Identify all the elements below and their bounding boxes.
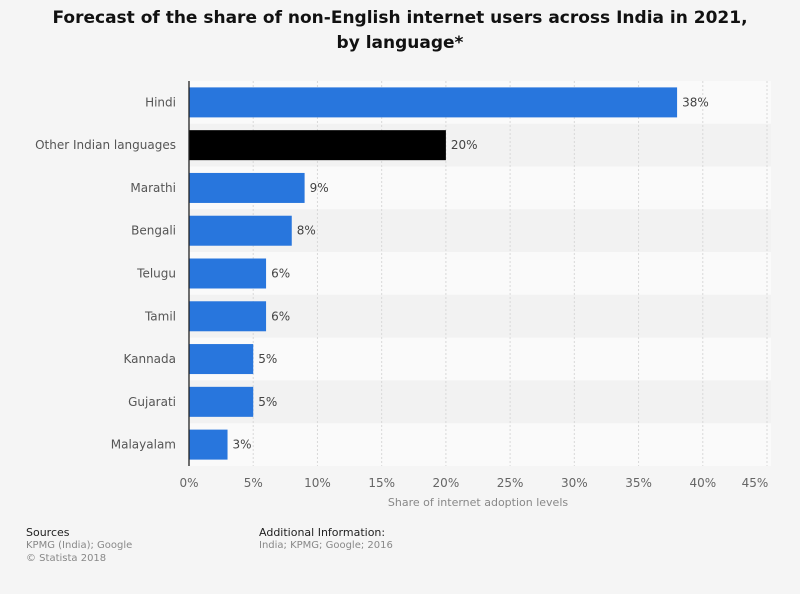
bar bbox=[189, 344, 254, 375]
value-label: 3% bbox=[233, 438, 252, 452]
value-label: 6% bbox=[271, 267, 290, 281]
bar bbox=[189, 87, 678, 118]
value-label: 5% bbox=[258, 352, 277, 366]
x-tick-label: 20% bbox=[433, 476, 460, 490]
row-band bbox=[189, 337, 771, 381]
additional-info-block: Additional Information: India; KPMG; Goo… bbox=[259, 526, 393, 552]
x-tick-label: 15% bbox=[368, 476, 395, 490]
row-band bbox=[189, 294, 771, 338]
bar bbox=[189, 386, 254, 417]
category-label: Telugu bbox=[136, 267, 176, 281]
value-label: 6% bbox=[271, 309, 290, 323]
x-tick-label: 30% bbox=[561, 476, 588, 490]
x-tick-label: 0% bbox=[179, 476, 198, 490]
category-label: Malayalam bbox=[111, 438, 176, 452]
bar bbox=[189, 258, 267, 289]
x-tick-label: 45% bbox=[742, 476, 769, 490]
sources-text[interactable]: KPMG (India); Google bbox=[26, 540, 133, 551]
x-tick-label: 5% bbox=[244, 476, 263, 490]
row-band bbox=[189, 380, 771, 424]
value-label: 20% bbox=[451, 138, 478, 152]
category-label: Kannada bbox=[123, 352, 176, 366]
category-label: Gujarati bbox=[128, 395, 176, 409]
bar bbox=[189, 172, 305, 203]
sources-heading: Sources bbox=[26, 526, 70, 539]
sources-block: Sources KPMG (India); Google © Statista … bbox=[26, 526, 132, 565]
x-tick-label: 25% bbox=[497, 476, 524, 490]
copyright: © Statista 2018 bbox=[26, 553, 107, 564]
bar bbox=[189, 215, 292, 246]
category-label: Bengali bbox=[131, 224, 176, 238]
chart-title: Forecast of the share of non-English int… bbox=[52, 8, 748, 53]
value-label: 8% bbox=[297, 224, 316, 238]
row-band bbox=[189, 252, 771, 295]
value-label: 5% bbox=[258, 395, 277, 409]
bar bbox=[189, 301, 267, 332]
bar bbox=[189, 130, 446, 161]
bar bbox=[189, 429, 228, 460]
x-tick-label: 10% bbox=[304, 476, 331, 490]
value-label: 38% bbox=[682, 95, 709, 109]
x-tick-label: 35% bbox=[625, 476, 652, 490]
additional-info-text: India; KPMG; Google; 2016 bbox=[259, 540, 393, 551]
value-label: 9% bbox=[310, 181, 329, 195]
additional-info-heading: Additional Information: bbox=[259, 526, 386, 539]
x-axis-title: Share of internet adoption levels bbox=[388, 496, 568, 509]
category-label: Tamil bbox=[144, 309, 176, 323]
category-label: Marathi bbox=[130, 181, 176, 195]
category-label: Hindi bbox=[145, 95, 176, 109]
row-band bbox=[189, 423, 771, 466]
category-label: Other Indian languages bbox=[35, 138, 176, 152]
x-tick-label: 40% bbox=[689, 476, 716, 490]
